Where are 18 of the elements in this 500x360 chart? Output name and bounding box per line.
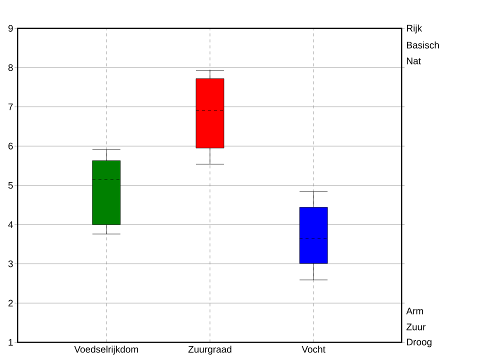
x-tick-label: Voedselrijkdom (74, 346, 138, 355)
y-tick-label: 4 (8, 221, 13, 228)
y-tick-label: 5 (8, 182, 13, 189)
x-tick-label: Vocht (302, 346, 326, 353)
y-tick-label: 7 (8, 104, 13, 110)
text: Zuur (406, 324, 426, 330)
text: Arm (406, 308, 423, 314)
text: Nat (406, 58, 421, 64)
x-tick-label: Zuurgraad (188, 346, 232, 355)
y-tick-label: 1 (8, 339, 13, 346)
y-tick-label: 9 (8, 24, 13, 32)
y-tick-label: 2 (8, 300, 13, 306)
y-tick-label: 8 (8, 64, 13, 71)
text: Basisch (406, 42, 439, 48)
y-tick-label: 6 (8, 142, 13, 150)
text: Droog (406, 338, 432, 348)
text: Rijk (406, 24, 422, 34)
y-tick-label: 3 (8, 260, 13, 268)
